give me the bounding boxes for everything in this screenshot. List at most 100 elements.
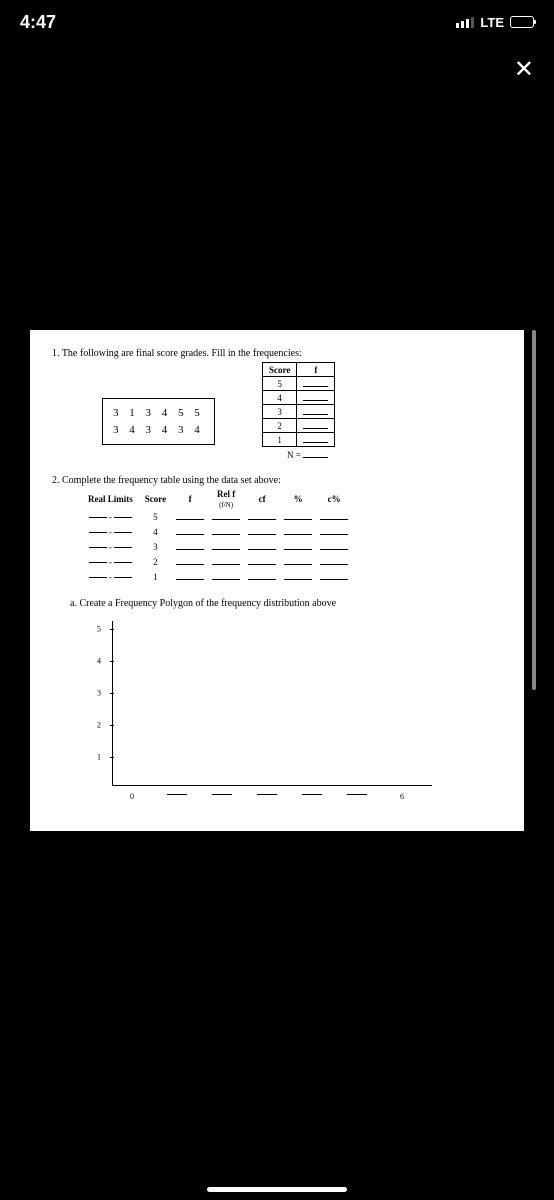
th-pct: % (280, 489, 316, 509)
blank-cell[interactable] (244, 524, 280, 539)
blank-cell[interactable] (280, 524, 316, 539)
status-right: LTE (456, 15, 534, 30)
q1-blank-cell[interactable] (297, 433, 335, 447)
blank-cell[interactable] (172, 539, 208, 554)
table-row: - 5 (82, 509, 352, 524)
q1-score-cell: 3 (263, 405, 297, 419)
th-f: f (172, 489, 208, 509)
table-row: - 3 (82, 539, 352, 554)
status-time: 4:47 (20, 12, 56, 33)
scrollbar[interactable] (532, 330, 536, 1190)
blank-cell[interactable] (280, 554, 316, 569)
q1-score-cell: 1 (263, 433, 297, 447)
score-cell: 3 (139, 539, 172, 554)
table-row: - 2 (82, 554, 352, 569)
q1-score-cell: 2 (263, 419, 297, 433)
q2-freq-table: Real Limits Score f Rel f(f/N) cf % c% -… (82, 489, 352, 584)
network-label: LTE (480, 15, 504, 30)
blank-cell[interactable] (244, 509, 280, 524)
rl-blank-cell[interactable]: - (82, 509, 139, 524)
battery-icon (510, 16, 534, 28)
frequency-polygon-chart: 5 4 3 2 1 0 6 (92, 621, 432, 801)
score-cell: 1 (139, 569, 172, 584)
home-indicator[interactable] (207, 1187, 347, 1192)
close-button[interactable]: ✕ (514, 55, 534, 84)
x-blank[interactable] (212, 787, 232, 798)
blank-cell[interactable] (208, 539, 244, 554)
signal-icon (456, 17, 474, 28)
blank-cell[interactable] (244, 569, 280, 584)
th-score: Score (139, 489, 172, 509)
table-row: - 4 (82, 524, 352, 539)
q1-freq-table: Score f 5 4 3 2 1 (262, 362, 335, 447)
blank-cell[interactable] (208, 554, 244, 569)
score-cell: 5 (139, 509, 172, 524)
y-tick (110, 661, 114, 662)
x-blank[interactable] (347, 787, 367, 798)
q2-text: 2. Complete the frequency table using th… (52, 475, 502, 486)
y-tick-label: 2 (97, 721, 101, 730)
question-1: 1. The following are final score grades.… (52, 348, 502, 463)
th-relf: Rel f(f/N) (208, 489, 244, 509)
y-tick-label: 1 (97, 753, 101, 762)
n-blank[interactable] (303, 457, 328, 458)
y-axis (112, 621, 113, 786)
blank-cell[interactable] (172, 554, 208, 569)
q1-score-cell: 4 (263, 391, 297, 405)
q1-blank-cell[interactable] (297, 405, 335, 419)
n-label: N = (287, 450, 301, 460)
blank-cell[interactable] (172, 509, 208, 524)
q1-blank-cell[interactable] (297, 419, 335, 433)
y-tick-label: 4 (97, 657, 101, 666)
q1-blank-cell[interactable] (297, 391, 335, 405)
x-tick-label: 6 (400, 792, 404, 801)
q1-text: 1. The following are final score grades.… (52, 348, 502, 359)
x-blank[interactable] (257, 787, 277, 798)
blank-cell[interactable] (316, 539, 352, 554)
x-axis (112, 785, 432, 786)
q1-data-box: 3 1 3 4 5 5 3 4 3 4 3 4 (102, 398, 215, 445)
rl-blank-cell[interactable]: - (82, 569, 139, 584)
x-blank[interactable] (302, 787, 322, 798)
y-tick (110, 629, 114, 630)
x-blank[interactable] (167, 787, 187, 798)
th-real-limits: Real Limits (82, 489, 139, 509)
q1-n-equals: N = (287, 450, 502, 460)
q1-blank-cell[interactable] (297, 377, 335, 391)
blank-cell[interactable] (244, 539, 280, 554)
rl-blank-cell[interactable]: - (82, 524, 139, 539)
y-tick (110, 693, 114, 694)
rl-blank-cell[interactable]: - (82, 539, 139, 554)
score-cell: 2 (139, 554, 172, 569)
blank-cell[interactable] (244, 554, 280, 569)
blank-cell[interactable] (280, 569, 316, 584)
rl-blank-cell[interactable]: - (82, 554, 139, 569)
data-row: 3 1 3 4 5 5 (113, 405, 204, 422)
blank-cell[interactable] (208, 509, 244, 524)
blank-cell[interactable] (316, 569, 352, 584)
data-row: 3 4 3 4 3 4 (113, 422, 204, 439)
q1-header-score: Score (263, 363, 297, 377)
y-tick-label: 5 (97, 625, 101, 634)
blank-cell[interactable] (316, 509, 352, 524)
y-tick (110, 757, 114, 758)
scrollbar-thumb[interactable] (532, 330, 536, 690)
th-cf: cf (244, 489, 280, 509)
table-row: - 1 (82, 569, 352, 584)
blank-cell[interactable] (280, 509, 316, 524)
blank-cell[interactable] (208, 569, 244, 584)
x-tick-label: 0 (130, 792, 134, 801)
score-cell: 4 (139, 524, 172, 539)
blank-cell[interactable] (316, 524, 352, 539)
blank-cell[interactable] (316, 554, 352, 569)
q1-header-f: f (297, 363, 335, 377)
blank-cell[interactable] (172, 569, 208, 584)
blank-cell[interactable] (280, 539, 316, 554)
status-bar: 4:47 LTE (0, 0, 554, 44)
y-tick-label: 3 (97, 689, 101, 698)
qa-text: a. Create a Frequency Polygon of the fre… (70, 598, 502, 609)
document-page: 1. The following are final score grades.… (30, 330, 524, 831)
blank-cell[interactable] (172, 524, 208, 539)
q1-score-cell: 5 (263, 377, 297, 391)
blank-cell[interactable] (208, 524, 244, 539)
